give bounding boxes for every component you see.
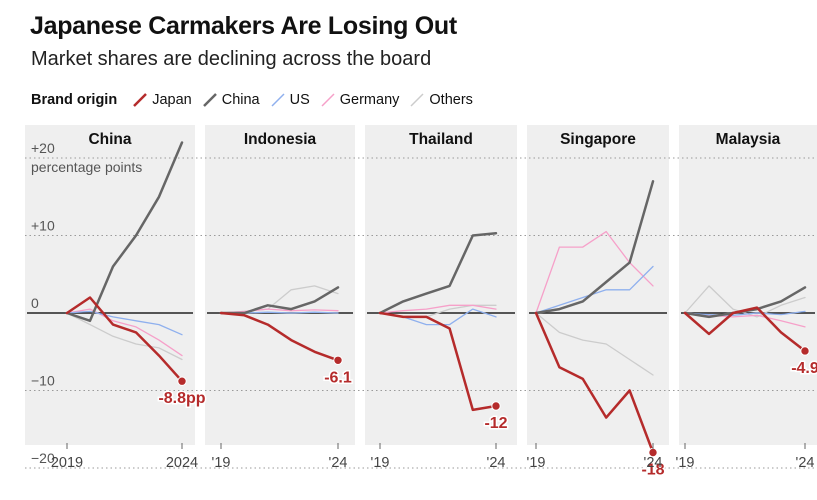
japan-end-label-singapore: -18	[641, 462, 664, 479]
legend-item-china: China	[202, 92, 260, 108]
x-tick-label-malaysia: '19	[676, 455, 695, 471]
y-axis-unit-label: percentage points	[31, 159, 142, 175]
y-tick-label: +10	[31, 218, 55, 234]
x-tick-label-singapore: '24	[644, 455, 663, 471]
series-line-others-malaysia	[684, 285, 806, 318]
japan-end-marker-malaysia	[800, 346, 810, 356]
series-line-china-china	[65, 141, 184, 323]
japan-end-label-thailand: -12	[484, 415, 507, 432]
series-line-china-indonesia	[219, 286, 340, 315]
japan-end-marker-indonesia	[333, 355, 343, 365]
legend-label-japan: Japan	[152, 92, 192, 108]
legend-item-germany: Germany	[321, 92, 400, 108]
series-line-us-singapore	[535, 265, 654, 314]
x-tick-label-thailand: '19	[371, 455, 390, 471]
series-line-japan-china	[65, 296, 184, 383]
series-line-germany-thailand	[379, 304, 497, 314]
x-tick-label-thailand: '24	[487, 455, 506, 471]
series-line-us-malaysia	[684, 310, 806, 316]
chart-subtitle: Market shares are declining across the b…	[31, 48, 432, 70]
panel-singapore: Singapore -18 '19 '24	[527, 131, 667, 480]
legend-label-us: US	[289, 92, 310, 108]
panel-background-singapore	[527, 125, 669, 445]
x-tick-label-china: 2024	[166, 455, 198, 471]
panel-malaysia: Malaysia -4.9 '19 '24	[676, 131, 817, 471]
panel-background-indonesia	[205, 125, 355, 445]
x-tick-label-china: 2019	[51, 455, 83, 471]
panel-title-singapore: Singapore	[560, 131, 636, 148]
legend-label-china: China	[221, 92, 260, 108]
x-tick-label-singapore: '19	[527, 455, 546, 471]
series-line-china-thailand	[378, 231, 498, 315]
legend-swatch-germany	[321, 93, 335, 107]
legend-swatch-china	[202, 93, 217, 107]
legend-label-germany: Germany	[339, 92, 400, 108]
x-tick-label-indonesia: '24	[329, 455, 348, 471]
legend-item-others: Others	[410, 92, 473, 108]
series-line-japan-malaysia	[683, 306, 807, 353]
y-tick-label: 0	[31, 295, 39, 311]
panel-background-malaysia	[679, 125, 817, 445]
legend-item-japan: Japan	[133, 92, 192, 108]
japan-end-label-indonesia: -6.1	[324, 369, 352, 386]
panel-thailand: Thailand -12 '19 '24	[367, 131, 515, 471]
legend-label-others: Others	[429, 92, 473, 108]
panel-title-indonesia: Indonesia	[244, 131, 317, 148]
legend-swatch-others	[410, 93, 424, 107]
x-tick-label-malaysia: '24	[796, 455, 815, 471]
japan-end-label-malaysia: -4.9	[791, 360, 817, 377]
legend-swatch-us	[271, 93, 285, 107]
series-line-germany-singapore	[535, 230, 654, 314]
panel-title-china: China	[88, 131, 131, 148]
panel-indonesia: Indonesia -6.1 '19 '24	[207, 131, 353, 471]
series-line-germany-china	[66, 308, 183, 357]
small-multiples-chart: +20 +10 0 −10 −20 percentage points China -8.8p…	[25, 125, 817, 480]
legend: Brand origin Japan China US Germany Othe…	[31, 92, 484, 108]
series-line-germany-indonesia	[220, 308, 339, 314]
x-tick-label-indonesia: '19	[212, 455, 231, 471]
legend-swatch-japan	[133, 93, 148, 107]
panel-title-thailand: Thailand	[409, 131, 473, 148]
japan-end-marker-china	[177, 376, 187, 386]
panel-title-malaysia: Malaysia	[716, 131, 781, 148]
panel-china: China -8.8pp 2019 2024	[27, 131, 207, 471]
panel-background-thailand	[365, 125, 517, 445]
y-tick-label: −20	[31, 450, 55, 466]
series-line-china-singapore	[534, 180, 655, 315]
series-line-japan-thailand	[378, 311, 498, 412]
japan-end-marker-thailand	[491, 401, 501, 411]
y-tick-label: −10	[31, 373, 55, 389]
series-line-others-singapore	[535, 312, 654, 376]
series-line-others-china	[66, 312, 183, 361]
series-line-japan-indonesia	[219, 311, 340, 362]
y-tick-label: +20	[31, 140, 55, 156]
chart-title: Japanese Carmakers Are Losing Out	[30, 12, 457, 40]
japan-end-label-china: -8.8pp	[158, 390, 205, 407]
legend-title: Brand origin	[31, 92, 118, 108]
series-line-japan-singapore	[534, 311, 655, 454]
series-line-us-china	[66, 310, 183, 336]
legend-item-us: US	[271, 92, 310, 108]
